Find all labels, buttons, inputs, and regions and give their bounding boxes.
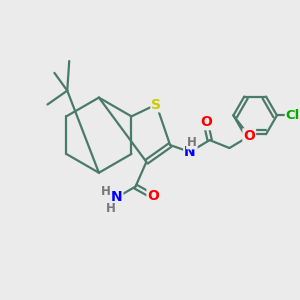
- Text: N: N: [111, 190, 122, 205]
- Text: H: H: [106, 202, 116, 215]
- Text: O: O: [147, 190, 159, 203]
- Text: Cl: Cl: [286, 109, 300, 122]
- Text: O: O: [243, 129, 255, 143]
- Text: O: O: [200, 115, 212, 129]
- Text: N: N: [184, 145, 196, 159]
- Text: H: H: [187, 136, 197, 148]
- Text: S: S: [151, 98, 161, 112]
- Text: H: H: [101, 185, 111, 198]
